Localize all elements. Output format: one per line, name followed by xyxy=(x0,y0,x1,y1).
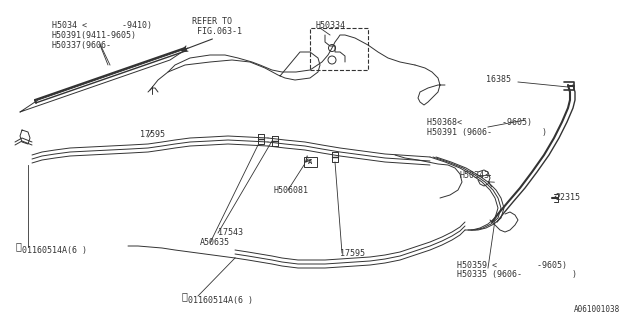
Text: A061001038: A061001038 xyxy=(573,305,620,314)
Text: 17543: 17543 xyxy=(218,228,243,237)
Text: H5034 <       -9410): H5034 < -9410) xyxy=(52,21,152,30)
Text: H50391(9411-9605): H50391(9411-9605) xyxy=(52,31,137,40)
Text: H50334: H50334 xyxy=(315,21,345,30)
Bar xyxy=(310,28,368,70)
Text: A50635: A50635 xyxy=(200,238,230,247)
Text: H50343: H50343 xyxy=(460,171,490,180)
Text: 22315: 22315 xyxy=(555,193,580,202)
Text: H50368<        -9605): H50368< -9605) xyxy=(427,118,532,127)
Bar xyxy=(304,157,317,167)
Text: 17595: 17595 xyxy=(340,249,365,258)
Text: 17595: 17595 xyxy=(140,130,165,139)
Text: Ⓑ: Ⓑ xyxy=(16,241,22,251)
Text: 01160514A(6 ): 01160514A(6 ) xyxy=(22,246,87,255)
Text: REFER TO: REFER TO xyxy=(192,17,232,26)
Text: 01160514A(6 ): 01160514A(6 ) xyxy=(188,296,253,305)
Text: H50359 <        -9605): H50359 < -9605) xyxy=(457,261,567,270)
Text: H50391 (9606-          ): H50391 (9606- ) xyxy=(427,128,547,137)
Text: H506081: H506081 xyxy=(274,186,309,195)
Text: A: A xyxy=(308,159,312,165)
Text: 16385: 16385 xyxy=(486,75,511,84)
Text: H50335 (9606-          ): H50335 (9606- ) xyxy=(457,270,577,279)
Text: Ⓑ: Ⓑ xyxy=(182,291,188,301)
Text: H50337(9606-: H50337(9606- xyxy=(52,41,112,50)
Text: FIG.063-1: FIG.063-1 xyxy=(197,27,242,36)
